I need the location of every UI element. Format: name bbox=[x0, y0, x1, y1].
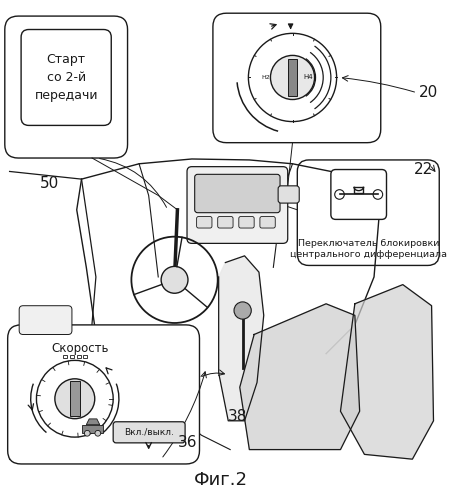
Bar bbox=[77, 355, 80, 358]
FancyBboxPatch shape bbox=[196, 217, 212, 228]
FancyBboxPatch shape bbox=[21, 29, 111, 125]
Text: H4: H4 bbox=[302, 74, 312, 80]
FancyBboxPatch shape bbox=[330, 170, 386, 220]
Text: 50: 50 bbox=[40, 176, 59, 191]
Circle shape bbox=[270, 55, 314, 99]
Polygon shape bbox=[86, 419, 100, 425]
FancyBboxPatch shape bbox=[238, 217, 254, 228]
Text: Старт
со 2-й
передачи: Старт со 2-й передачи bbox=[34, 53, 98, 102]
FancyBboxPatch shape bbox=[19, 306, 72, 334]
FancyBboxPatch shape bbox=[278, 186, 298, 203]
Polygon shape bbox=[340, 284, 432, 459]
Circle shape bbox=[84, 431, 90, 436]
Bar bbox=[70, 381, 79, 416]
FancyBboxPatch shape bbox=[113, 422, 185, 443]
FancyBboxPatch shape bbox=[5, 16, 127, 158]
Circle shape bbox=[95, 431, 101, 436]
Circle shape bbox=[55, 379, 95, 419]
Circle shape bbox=[161, 266, 188, 293]
Bar bbox=[81, 425, 102, 433]
Circle shape bbox=[234, 302, 251, 319]
FancyBboxPatch shape bbox=[217, 217, 233, 228]
Bar bbox=[83, 355, 87, 358]
FancyBboxPatch shape bbox=[194, 174, 280, 213]
FancyBboxPatch shape bbox=[187, 167, 287, 244]
Text: Вкл./выкл.: Вкл./выкл. bbox=[123, 428, 173, 437]
Polygon shape bbox=[239, 304, 359, 450]
Text: 20: 20 bbox=[418, 85, 437, 100]
Polygon shape bbox=[218, 256, 263, 421]
Text: Переключатель блокировки
центрального дифференциала: Переключатель блокировки центрального ди… bbox=[289, 239, 446, 259]
FancyBboxPatch shape bbox=[259, 217, 274, 228]
FancyBboxPatch shape bbox=[8, 325, 199, 464]
Text: Скорость: Скорость bbox=[52, 342, 109, 355]
Bar bbox=[287, 59, 297, 96]
Text: Фиг.2: Фиг.2 bbox=[193, 471, 247, 489]
FancyBboxPatch shape bbox=[213, 13, 380, 143]
Text: H2: H2 bbox=[261, 75, 270, 80]
Text: 22: 22 bbox=[414, 162, 432, 177]
FancyBboxPatch shape bbox=[297, 160, 438, 265]
Text: 36: 36 bbox=[178, 435, 197, 450]
Text: 38: 38 bbox=[228, 409, 247, 424]
Bar bbox=[70, 355, 74, 358]
Bar bbox=[63, 355, 67, 358]
